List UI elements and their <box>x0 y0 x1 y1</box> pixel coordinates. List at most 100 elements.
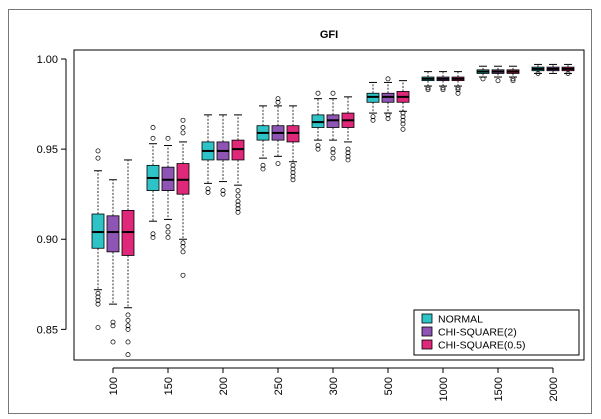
outlier-point <box>330 155 336 161</box>
outlier-point <box>345 146 351 152</box>
outlier-point <box>95 325 101 331</box>
outlier-point <box>110 319 116 325</box>
outlier-point <box>180 272 186 278</box>
outlier-point <box>510 76 516 82</box>
y-tick-label: 0.90 <box>37 234 58 246</box>
outlier-point <box>95 155 101 161</box>
legend-swatch <box>421 313 433 324</box>
outlier-point <box>455 85 461 91</box>
outlier-point <box>110 323 116 329</box>
box-chi-square-0-5--1000 <box>451 71 465 96</box>
outlier-point <box>150 231 156 237</box>
outlier-point <box>275 99 281 105</box>
outlier-point <box>150 234 156 240</box>
outlier-point <box>180 117 186 123</box>
outlier-point <box>165 229 171 235</box>
outlier-point <box>165 234 171 240</box>
box-chi-square-2--1000 <box>436 71 450 93</box>
y-tick-label: 0.85 <box>37 324 58 336</box>
legend-label: CHI-SQUARE(2) <box>438 327 517 339</box>
outlier-point <box>125 312 131 318</box>
outlier-point <box>165 135 171 141</box>
x-tick-label: 1000 <box>438 377 450 401</box>
outlier-point <box>400 110 406 116</box>
x-tick-label: 300 <box>328 377 340 395</box>
outlier-point <box>180 130 186 136</box>
outlier-point <box>425 87 431 93</box>
box-chi-square-0-5--1500 <box>506 65 520 84</box>
outlier-point <box>180 249 186 255</box>
outlier-point <box>455 90 461 96</box>
x-axis: 100 150 200 250 300 500 1000 1500 2000 <box>108 367 560 401</box>
outlier-point <box>345 153 351 159</box>
outlier-point <box>385 116 391 121</box>
outlier-point <box>150 135 156 141</box>
box-chi-square-2--2000 <box>546 63 560 74</box>
outlier-point <box>235 198 241 204</box>
outlier-point <box>440 87 446 93</box>
legend-label: NORMAL <box>438 314 483 326</box>
outlier-point <box>400 121 406 127</box>
outlier-point <box>235 206 241 212</box>
outlier-point <box>400 117 406 123</box>
box-series <box>91 63 575 358</box>
outlier-point <box>220 191 226 197</box>
outlier-point <box>370 114 376 120</box>
outlier-point <box>180 125 186 130</box>
outlier-point <box>330 146 336 152</box>
outlier-point <box>455 87 461 93</box>
outlier-point <box>235 188 241 194</box>
box-chi-square-0-5--2000 <box>561 63 575 76</box>
outlier-point <box>125 339 131 345</box>
outlier-point <box>125 352 131 358</box>
outlier-point <box>95 301 101 307</box>
legend-box <box>413 309 580 356</box>
outlier-point <box>275 96 281 102</box>
outlier-point <box>205 186 211 192</box>
box-normal-500 <box>366 81 380 123</box>
outlier-point <box>425 85 431 91</box>
legend-label: CHI-SQUARE(0.5) <box>438 340 526 352</box>
gfi-boxplot-chart: GFI 0.850.900.951.00 100 150 200 250 300 500 1… <box>37 29 585 401</box>
outlier-point <box>290 173 296 179</box>
outlier-point <box>330 150 336 156</box>
outlier-point <box>125 323 131 329</box>
y-axis: 0.85 0.90 0.95 1.00 <box>37 54 67 336</box>
outlier-point <box>535 70 541 76</box>
x-tick-label: 250 <box>273 377 285 395</box>
outlier-point <box>260 162 266 168</box>
box-normal-1500 <box>476 65 490 82</box>
outlier-point <box>125 326 131 332</box>
box-chi-square-2--100 <box>106 179 120 345</box>
outlier-point <box>345 150 351 156</box>
outlier-point <box>290 162 296 168</box>
outlier-point <box>235 202 241 208</box>
outlier-point <box>95 294 101 300</box>
box-normal-300 <box>311 90 325 152</box>
y-tick-label: 0.95 <box>37 144 58 156</box>
outlier-point <box>125 317 131 323</box>
outlier-point <box>165 224 171 230</box>
box-chi-square-0-5--200 <box>231 114 245 215</box>
x-tick-label: 150 <box>163 377 175 395</box>
legend-swatch <box>421 339 433 350</box>
x-tick-label: 200 <box>218 377 230 395</box>
iqr-box <box>106 215 120 253</box>
box-chi-square-0-5--150 <box>176 117 190 278</box>
x-tick-label: 1500 <box>493 377 505 401</box>
outlier-point <box>315 90 321 96</box>
box-normal-1000 <box>421 71 435 93</box>
box-normal-250 <box>256 105 270 172</box>
outlier-point <box>400 126 406 132</box>
legend-swatch <box>421 326 433 337</box>
outlier-point <box>565 70 571 76</box>
box-normal-200 <box>201 114 215 195</box>
box-chi-square-2--300 <box>326 90 340 161</box>
outlier-point <box>315 143 321 148</box>
outlier-point <box>180 244 186 249</box>
outlier-point <box>385 112 391 118</box>
outlier-point <box>370 117 376 123</box>
outlier-point <box>290 177 296 183</box>
box-normal-100 <box>91 148 105 331</box>
